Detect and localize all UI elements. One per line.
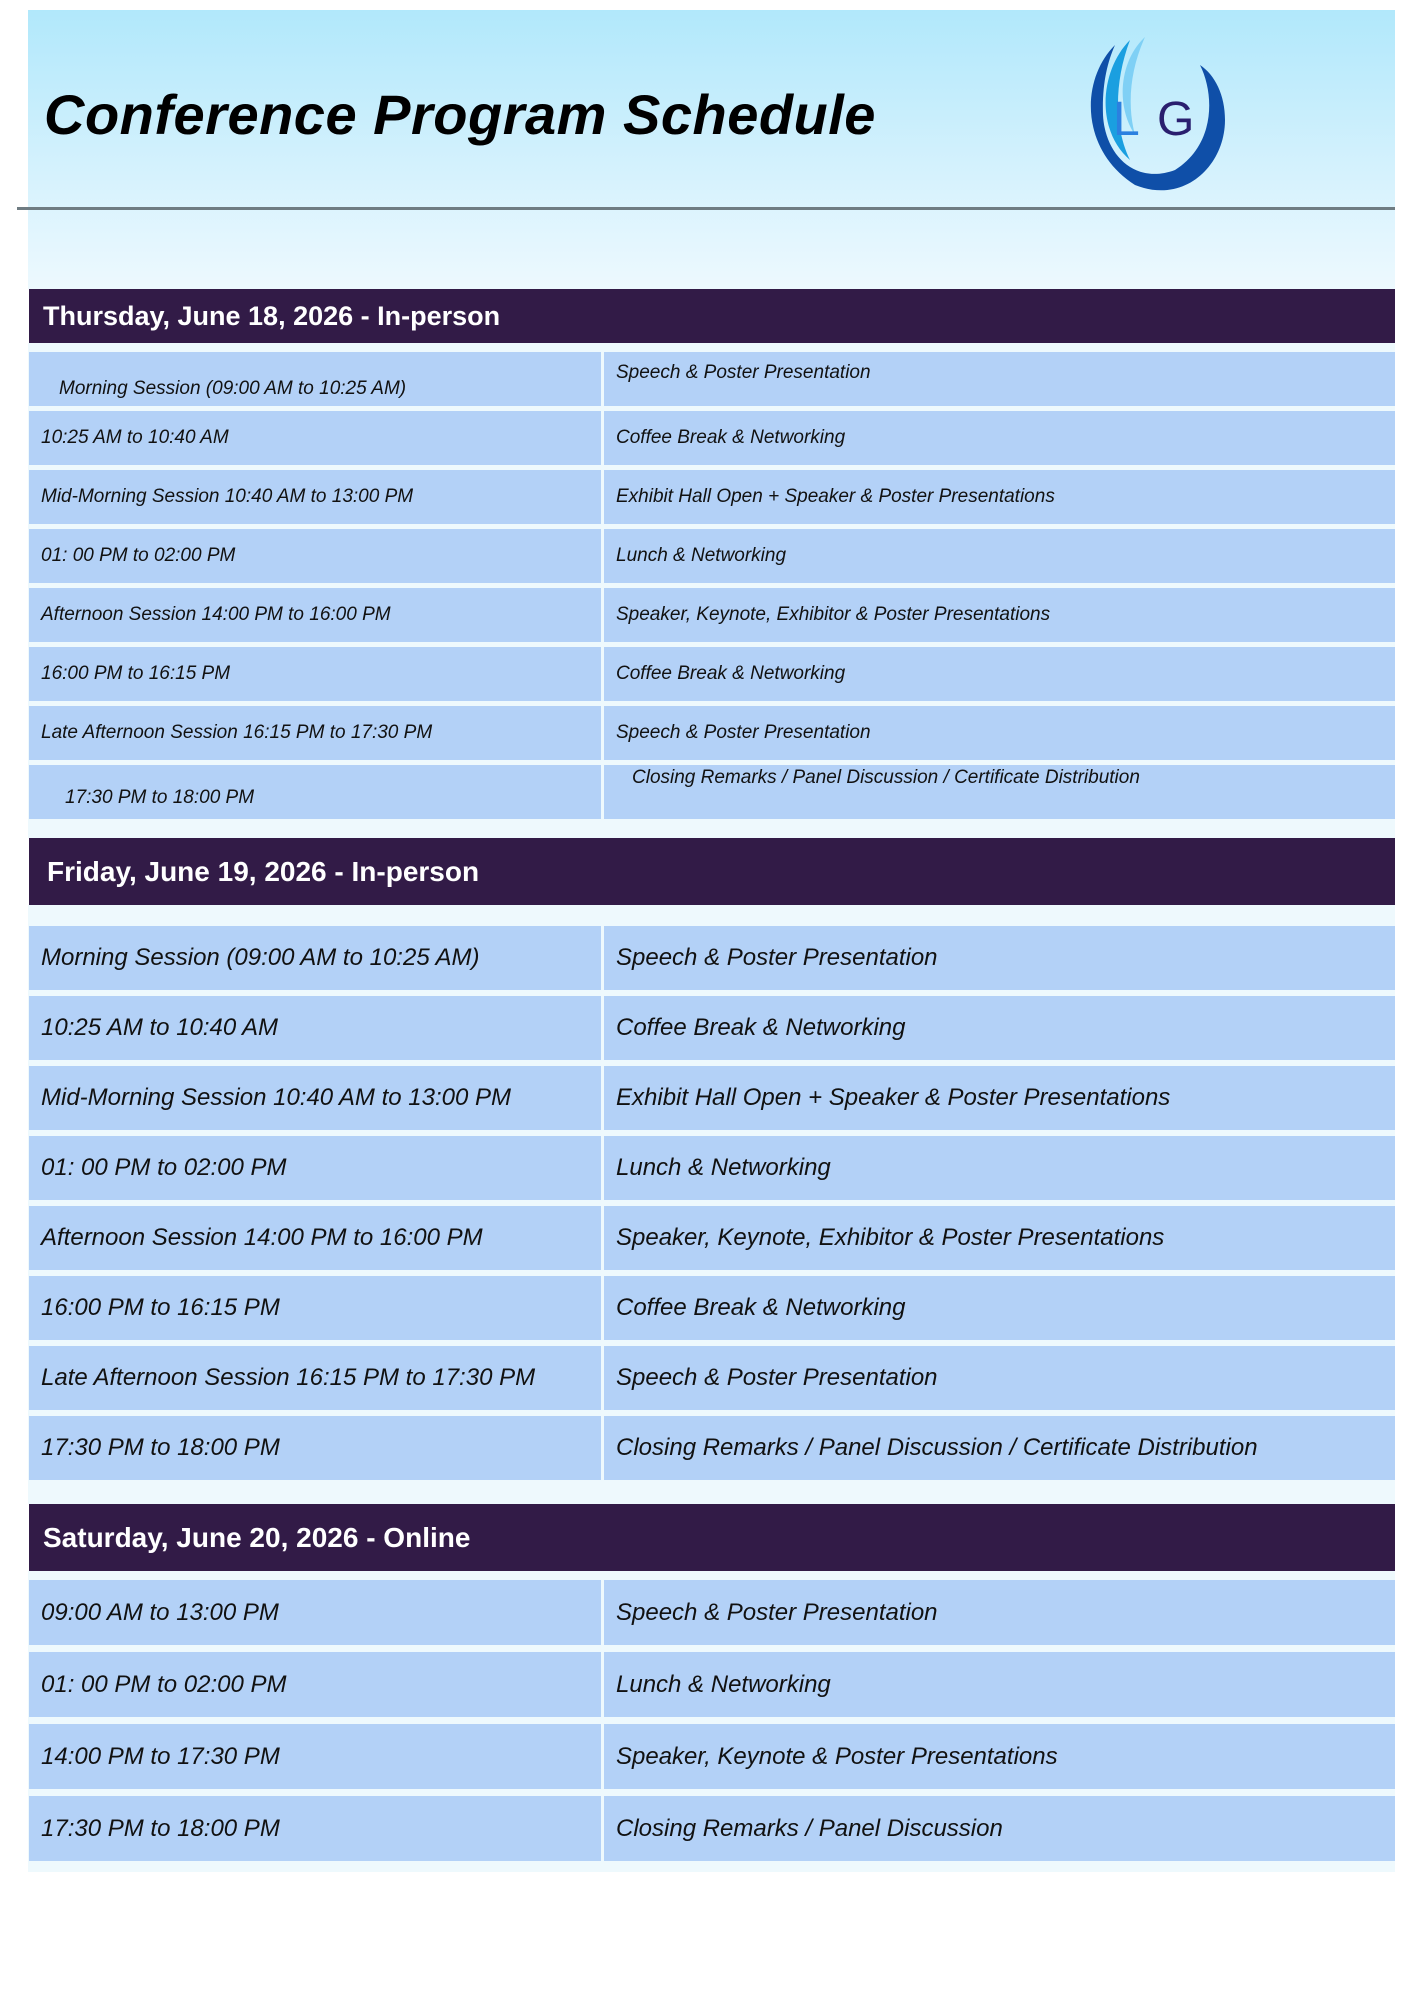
activity-cell: Coffee Break & Networking: [604, 1276, 1395, 1340]
activity-cell: Coffee Break & Networking: [604, 411, 1395, 465]
time-cell: 01: 00 PM to 02:00 PM: [29, 1652, 601, 1717]
time-cell: 01: 00 PM to 02:00 PM: [29, 1136, 601, 1200]
page-title: Conference Program Schedule: [44, 83, 876, 146]
activity-cell: Speaker, Keynote, Exhibitor & Poster Pre…: [604, 588, 1395, 642]
time-cell: Morning Session (09:00 AM to 10:25 AM): [29, 926, 601, 990]
schedule-row: 16:00 PM to 16:15 PM Coffee Break & Netwo…: [29, 647, 1395, 701]
activity-cell: Coffee Break & Networking: [604, 647, 1395, 701]
day-heading-friday: Friday, June 19, 2026 - In-person: [29, 838, 1395, 905]
time-cell: 10:25 AM to 10:40 AM: [29, 996, 601, 1060]
schedule-row: 17:30 PM to 18:00 PM Closing Remarks / Pa…: [29, 1416, 1395, 1480]
schedule-row: 01: 00 PM to 02:00 PM Lunch & Networking: [29, 1136, 1395, 1200]
schedule-row: 10:25 AM to 10:40 AM Coffee Break & Netwo…: [29, 996, 1395, 1060]
activity-cell: Speaker, Keynote, Exhibitor & Poster Pre…: [604, 1206, 1395, 1270]
time-cell: 17:30 PM to 18:00 PM: [29, 1796, 601, 1861]
time-cell: Afternoon Session 14:00 PM to 16:00 PM: [29, 588, 601, 642]
time-cell: Mid-Morning Session 10:40 AM to 13:00 PM: [29, 470, 601, 524]
svg-text:G: G: [1157, 93, 1194, 146]
activity-cell: Speech & Poster Presentation: [604, 1346, 1395, 1410]
time-cell: 01: 00 PM to 02:00 PM: [29, 529, 601, 583]
schedule-row: 10:25 AM to 10:40 AM Coffee Break & Netwo…: [29, 411, 1395, 465]
time-cell: 09:00 AM to 13:00 PM: [29, 1580, 601, 1645]
activity-cell: Speech & Poster Presentation: [604, 352, 1395, 406]
schedule-row: 01: 00 PM to 02:00 PM Lunch & Networking: [29, 529, 1395, 583]
activity-cell: Speaker, Keynote & Poster Presentations: [604, 1724, 1395, 1789]
activity-cell: Speech & Poster Presentation: [604, 926, 1395, 990]
time-cell: Late Afternoon Session 16:15 PM to 17:30…: [29, 1346, 601, 1410]
header-divider: [17, 207, 1395, 210]
schedule-row: 01: 00 PM to 02:00 PM Lunch & Networking: [29, 1652, 1395, 1717]
activity-cell: Closing Remarks / Panel Discussion: [604, 1796, 1395, 1861]
schedule-row: 17:30 PM to 18:00 PM Closing Remarks / Pa…: [29, 1796, 1395, 1861]
time-cell: Mid-Morning Session 10:40 AM to 13:00 PM: [29, 1066, 601, 1130]
schedule-row: 09:00 AM to 13:00 PM Speech & Poster Pres…: [29, 1580, 1395, 1645]
day-heading-saturday: Saturday, June 20, 2026 - Online: [29, 1504, 1395, 1571]
time-cell: 17:30 PM to 18:00 PM: [29, 765, 601, 819]
schedule-row: 14:00 PM to 17:30 PM Speaker, Keynote & P…: [29, 1724, 1395, 1789]
schedule-row: Afternoon Session 14:00 PM to 16:00 PM Sp…: [29, 1206, 1395, 1270]
time-cell: 14:00 PM to 17:30 PM: [29, 1724, 601, 1789]
time-cell: Afternoon Session 14:00 PM to 16:00 PM: [29, 1206, 601, 1270]
activity-cell: Speech & Poster Presentation: [604, 706, 1395, 760]
schedule-row: Mid-Morning Session 10:40 AM to 13:00 PM…: [29, 470, 1395, 524]
time-cell: 16:00 PM to 16:15 PM: [29, 647, 601, 701]
schedule-row: Mid-Morning Session 10:40 AM to 13:00 PM…: [29, 1066, 1395, 1130]
svg-text:L: L: [1113, 93, 1140, 146]
schedule-row: 17:30 PM to 18:00 PM Closing Remarks / Pa…: [29, 765, 1395, 819]
day-band: [28, 905, 1395, 1504]
activity-cell: Speech & Poster Presentation: [604, 1580, 1395, 1645]
activity-cell: Closing Remarks / Panel Discussion / Cer…: [604, 1416, 1395, 1480]
time-cell: Late Afternoon Session 16:15 PM to 17:30…: [29, 706, 601, 760]
schedule-row: 16:00 PM to 16:15 PM Coffee Break & Netwo…: [29, 1276, 1395, 1340]
time-cell: 10:25 AM to 10:40 AM: [29, 411, 601, 465]
day-heading-thursday: Thursday, June 18, 2026 - In-person: [29, 289, 1395, 343]
schedule-row: Late Afternoon Session 16:15 PM to 17:30…: [29, 1346, 1395, 1410]
activity-cell: Lunch & Networking: [604, 529, 1395, 583]
schedule-row: Morning Session (09:00 AM to 10:25 AM) Sp…: [29, 926, 1395, 990]
schedule-row: Late Afternoon Session 16:15 PM to 17:30…: [29, 706, 1395, 760]
time-cell: 16:00 PM to 16:15 PM: [29, 1276, 601, 1340]
schedule-row: Afternoon Session 14:00 PM to 16:00 PM Sp…: [29, 588, 1395, 642]
activity-cell: Lunch & Networking: [604, 1136, 1395, 1200]
activity-cell: Closing Remarks / Panel Discussion / Cer…: [604, 765, 1395, 819]
activity-cell: Coffee Break & Networking: [604, 996, 1395, 1060]
activity-cell: Exhibit Hall Open + Speaker & Poster Pre…: [604, 470, 1395, 524]
header-banner: [28, 10, 1395, 289]
time-cell: Morning Session (09:00 AM to 10:25 AM): [29, 352, 601, 406]
activity-cell: Lunch & Networking: [604, 1652, 1395, 1717]
schedule-row: Morning Session (09:00 AM to 10:25 AM) Sp…: [29, 352, 1395, 406]
time-cell: 17:30 PM to 18:00 PM: [29, 1416, 601, 1480]
activity-cell: Exhibit Hall Open + Speaker & Poster Pre…: [604, 1066, 1395, 1130]
conference-logo-icon: L G: [1090, 37, 1225, 191]
